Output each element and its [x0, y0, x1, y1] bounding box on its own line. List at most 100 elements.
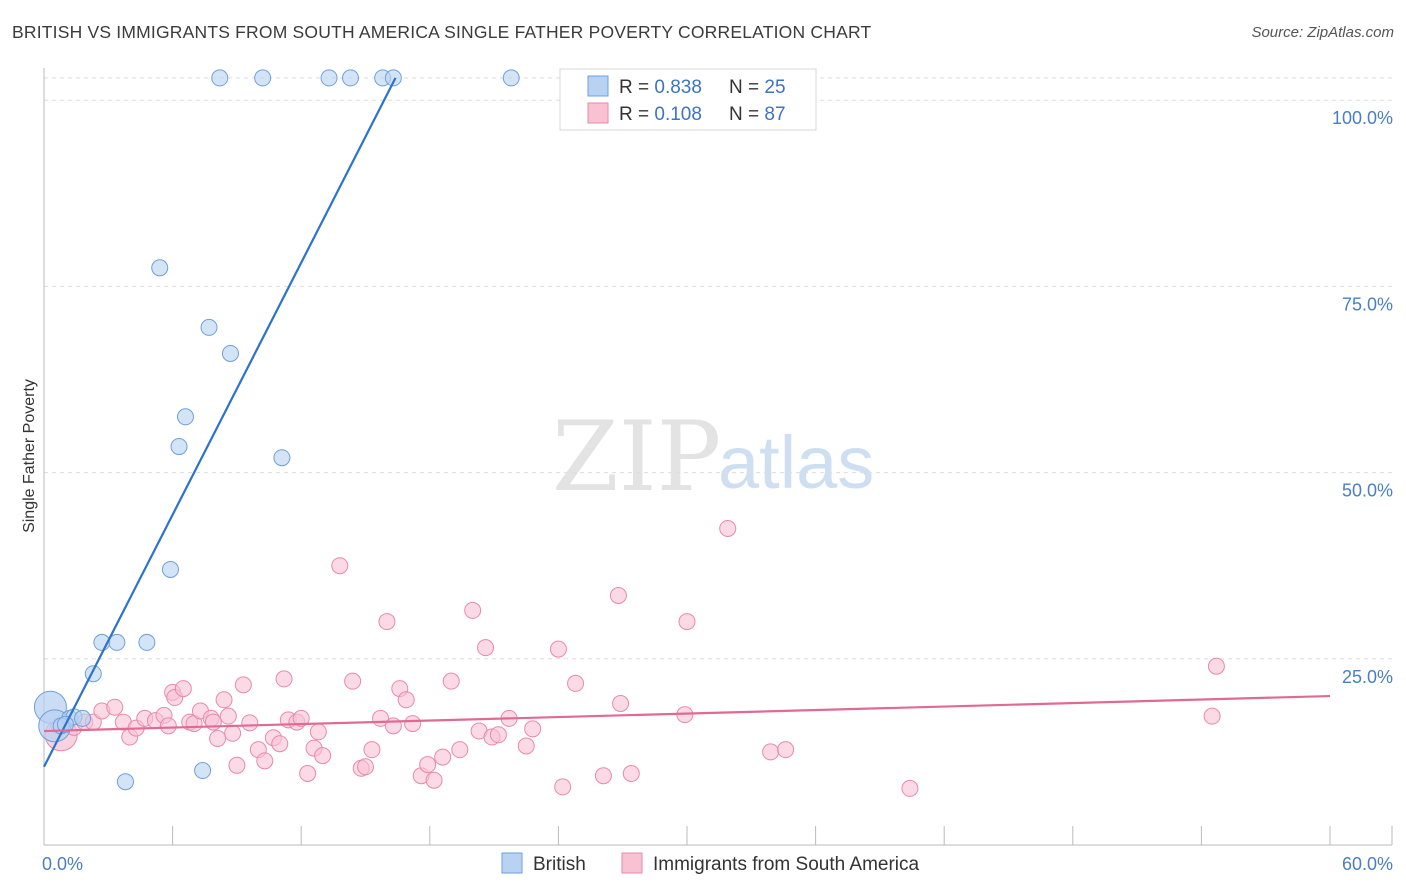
- y-tick-label: 50.0%: [1342, 481, 1393, 501]
- immigrants-point: [594, 767, 612, 785]
- immigrants-point: [517, 737, 535, 755]
- x-tick-label-min: 0.0%: [42, 854, 83, 874]
- immigrants-point: [397, 691, 415, 709]
- y-tick-label: 75.0%: [1342, 294, 1393, 314]
- watermark-zip: ZIP: [552, 401, 721, 513]
- immigrants-point: [174, 680, 192, 698]
- series-legend-swatch-immigrants: [621, 852, 643, 874]
- immigrants-point: [344, 672, 362, 690]
- x-ticks: [43, 826, 1393, 845]
- immigrants-point: [609, 587, 627, 605]
- source-note: Source: ZipAtlas.com: [1251, 24, 1394, 41]
- y-tick-labels: 25.0% 50.0% 75.0% 100.0%: [1332, 108, 1393, 687]
- series-legend-label-immigrants: Immigrants from South America: [653, 854, 920, 875]
- series-legend: British Immigrants from South America: [501, 852, 920, 875]
- y-axis-label: Single Father Poverty: [21, 379, 38, 533]
- immigrants-point: [777, 741, 795, 759]
- immigrants-point: [567, 674, 585, 692]
- legend-n-value-immigrants: 87: [764, 104, 785, 125]
- immigrants-point: [271, 735, 289, 753]
- british-point: [384, 69, 402, 87]
- immigrants-point: [215, 691, 233, 709]
- immigrants-point: [299, 765, 317, 783]
- british-point: [108, 633, 126, 651]
- immigrants-point: [554, 778, 572, 796]
- immigrants-point: [256, 752, 274, 770]
- correlation-legend: R = 0.838 N = 25 R = 0.108 N = 87: [559, 68, 817, 131]
- british-point: [211, 69, 229, 87]
- immigrants-point: [622, 765, 640, 783]
- immigrants-point: [425, 771, 443, 789]
- immigrants-point: [719, 519, 737, 537]
- immigrants-point: [275, 670, 293, 688]
- british-point: [254, 69, 272, 87]
- immigrants-point: [219, 707, 237, 725]
- chart-title: BRITISH VS IMMIGRANTS FROM SOUTH AMERICA…: [12, 22, 872, 42]
- immigrants-point: [241, 714, 259, 732]
- british-point: [200, 318, 218, 336]
- immigrants-point: [209, 729, 227, 747]
- british-point: [176, 408, 194, 426]
- watermark-atlas: atlas: [718, 421, 874, 504]
- immigrants-point: [363, 741, 381, 759]
- british-point: [161, 560, 179, 578]
- watermark: ZIP atlas: [552, 401, 874, 513]
- immigrants-point: [612, 694, 630, 712]
- immigrants-point: [159, 717, 177, 735]
- immigrants-point: [1207, 657, 1225, 675]
- legend-swatch-immigrants: [587, 102, 609, 124]
- british-point: [341, 69, 359, 87]
- legend-n-label-british: N = 25: [729, 77, 786, 98]
- immigrants-point: [404, 715, 422, 733]
- immigrants-point: [464, 601, 482, 619]
- immigrants-point: [106, 698, 124, 716]
- immigrants-point: [419, 756, 437, 774]
- legend-n-value-british: 25: [764, 77, 785, 98]
- immigrants-point: [204, 713, 222, 731]
- british-trend-line: [43, 77, 397, 768]
- x-tick-label-max: 60.0%: [1342, 854, 1393, 874]
- immigrants-point: [901, 779, 919, 797]
- legend-r-value-immigrants: 0.108: [654, 104, 702, 125]
- immigrants-point: [434, 748, 452, 766]
- immigrants-point: [762, 743, 780, 761]
- immigrants-point: [384, 717, 402, 735]
- series-legend-swatch-british: [501, 852, 523, 874]
- immigrants-point: [309, 723, 327, 741]
- immigrants-point: [224, 724, 242, 742]
- immigrants-point: [678, 613, 696, 631]
- immigrants-point: [314, 747, 332, 765]
- british-point: [170, 438, 188, 456]
- immigrants-point: [489, 726, 507, 744]
- british-point: [194, 762, 212, 780]
- british-point: [74, 709, 92, 727]
- legend-r-label-british: R = 0.838: [619, 77, 702, 98]
- immigrants-point: [549, 640, 567, 658]
- british-point: [273, 449, 291, 467]
- immigrants-point: [477, 639, 495, 657]
- legend-r-value-british: 0.838: [654, 77, 702, 98]
- immigrants-point: [451, 741, 469, 759]
- immigrants-point: [234, 676, 252, 694]
- immigrants-point: [442, 672, 460, 690]
- legend-swatch-british: [587, 75, 609, 97]
- y-tick-label: 25.0%: [1342, 667, 1393, 687]
- british-point: [116, 773, 134, 791]
- immigrants-point: [1203, 707, 1221, 725]
- british-point: [502, 69, 520, 87]
- british-point: [138, 633, 156, 651]
- immigrants-point: [292, 709, 310, 727]
- immigrants-point: [331, 557, 349, 575]
- series-legend-label-british: British: [533, 854, 586, 875]
- y-tick-label: 100.0%: [1332, 108, 1393, 128]
- legend-r-label-immigrants: R = 0.108: [619, 104, 702, 125]
- british-point: [320, 69, 338, 87]
- immigrants-point: [228, 756, 246, 774]
- immigrants-point: [357, 758, 374, 776]
- british-point: [221, 344, 239, 362]
- legend-n-label-immigrants: N = 87: [729, 104, 786, 125]
- british-point: [151, 259, 169, 277]
- immigrants-point: [524, 720, 542, 738]
- immigrants-trend-line: [43, 694, 1331, 733]
